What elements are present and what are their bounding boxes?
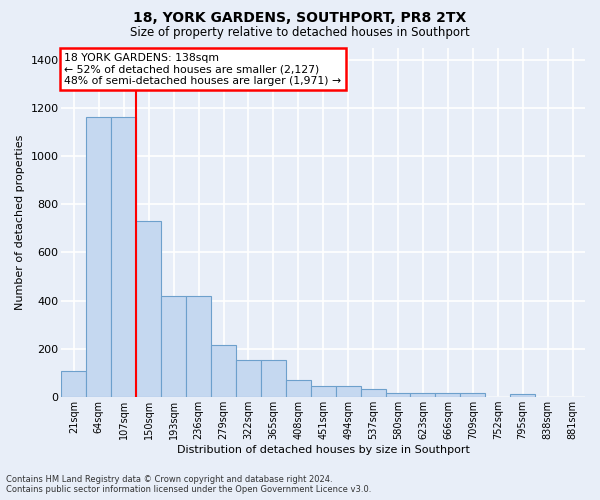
Bar bbox=[161, 296, 186, 397]
Bar bbox=[386, 393, 410, 397]
Text: 18 YORK GARDENS: 138sqm
← 52% of detached houses are smaller (2,127)
48% of semi: 18 YORK GARDENS: 138sqm ← 52% of detache… bbox=[64, 52, 341, 86]
Bar bbox=[112, 118, 136, 397]
Bar bbox=[61, 371, 86, 397]
Bar bbox=[436, 393, 460, 397]
Bar bbox=[286, 380, 311, 397]
Y-axis label: Number of detached properties: Number of detached properties bbox=[15, 134, 25, 310]
Bar bbox=[335, 386, 361, 397]
Bar bbox=[410, 393, 436, 397]
Text: 18, YORK GARDENS, SOUTHPORT, PR8 2TX: 18, YORK GARDENS, SOUTHPORT, PR8 2TX bbox=[133, 11, 467, 25]
Bar bbox=[86, 118, 112, 397]
Bar bbox=[236, 360, 261, 397]
Bar bbox=[311, 386, 335, 397]
Bar bbox=[361, 390, 386, 397]
X-axis label: Distribution of detached houses by size in Southport: Distribution of detached houses by size … bbox=[177, 445, 470, 455]
Bar bbox=[510, 394, 535, 397]
Bar bbox=[186, 296, 211, 397]
Text: Size of property relative to detached houses in Southport: Size of property relative to detached ho… bbox=[130, 26, 470, 39]
Text: Contains HM Land Registry data © Crown copyright and database right 2024.
Contai: Contains HM Land Registry data © Crown c… bbox=[6, 474, 371, 494]
Bar bbox=[261, 360, 286, 397]
Bar bbox=[211, 346, 236, 397]
Bar bbox=[136, 221, 161, 397]
Bar bbox=[460, 393, 485, 397]
